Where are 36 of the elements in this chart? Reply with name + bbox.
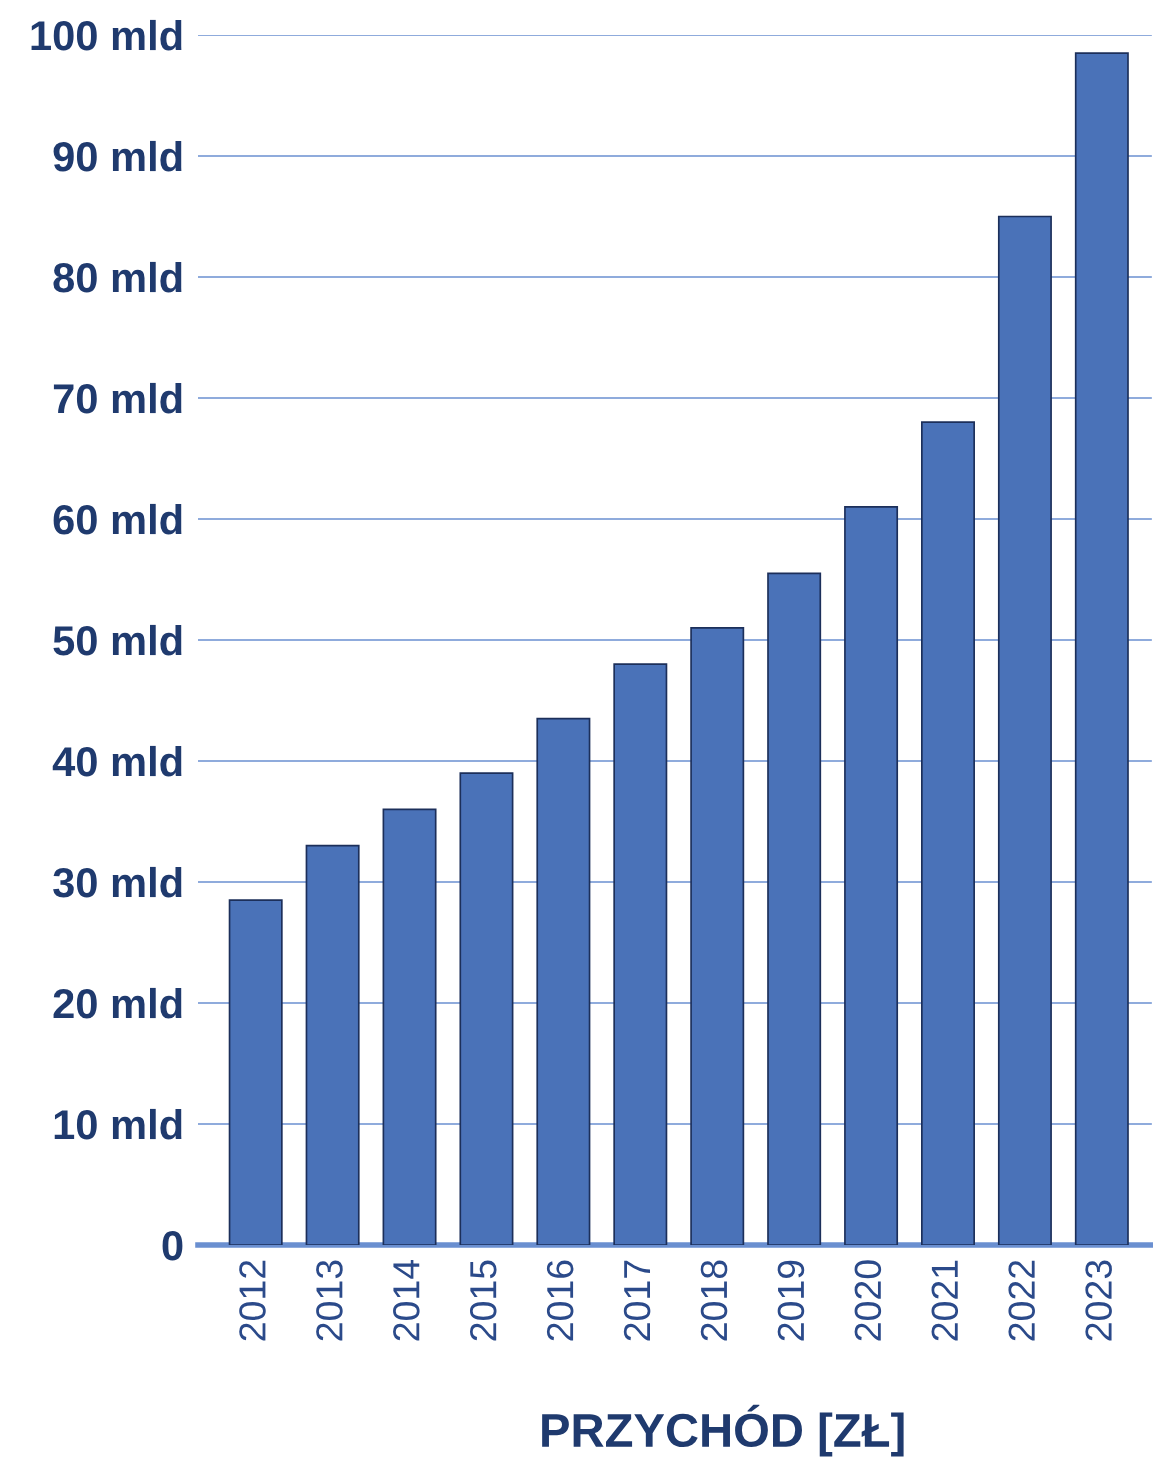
bar [382, 808, 437, 1245]
bar [305, 844, 360, 1245]
y-tick-label: 80 mld [53, 261, 182, 293]
y-tick-label: 0 [162, 1231, 183, 1261]
x-tick-label: 2023 [1085, 1260, 1112, 1341]
y-tick-label: 70 mld [53, 382, 182, 414]
x-tick-label: 2012 [239, 1260, 266, 1341]
x-tick-label: 2014 [393, 1259, 420, 1341]
x-tick-label: 2018 [700, 1260, 728, 1341]
y-tick-label: 60 mld [53, 503, 182, 535]
x-tick-label: 2020 [854, 1260, 882, 1341]
x-axis-title: PRZYCHÓD [ZŁ] [542, 1404, 904, 1457]
y-tick-label: 100 mld [31, 19, 182, 51]
bar [997, 215, 1052, 1245]
x-tick-label: 2013 [316, 1260, 343, 1341]
y-tick-label: 10 mld [54, 1108, 182, 1140]
bar [1074, 52, 1129, 1245]
x-tick-label: 2015 [469, 1260, 497, 1341]
x-tick-label: 2016 [546, 1260, 574, 1341]
bar [921, 421, 975, 1245]
y-tick-label: 90 mld [53, 140, 182, 172]
bar [613, 663, 668, 1245]
bar [844, 506, 899, 1245]
y-tick-label: 20 mld [53, 987, 182, 1019]
y-tick-label: 50 mld [53, 624, 182, 656]
bar [536, 717, 591, 1245]
y-tick-label: 30 mld [53, 866, 182, 898]
y-tick-label: 40 mld [52, 745, 182, 777]
x-tick-label: 2021 [931, 1260, 959, 1341]
x-tick-label: 2022 [1008, 1260, 1035, 1341]
x-tick-label: 2017 [623, 1260, 651, 1341]
bar [690, 627, 745, 1245]
x-tick-label: 2019 [777, 1260, 805, 1341]
bar [459, 772, 514, 1245]
bar [228, 899, 283, 1245]
bar [767, 572, 822, 1245]
